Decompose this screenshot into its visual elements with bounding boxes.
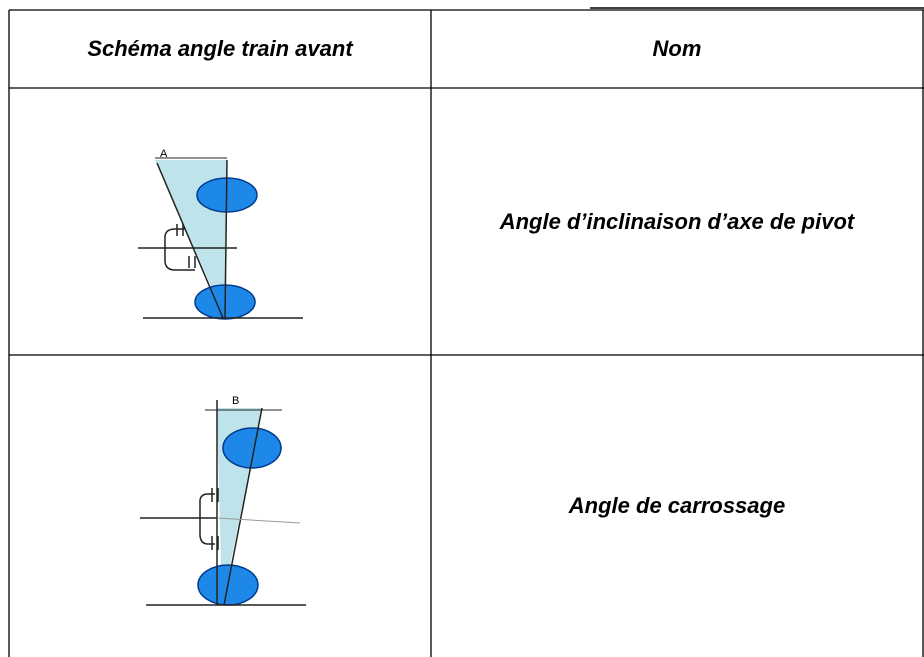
diagram-label: B	[232, 395, 239, 407]
name-cell: Angle de carrossage	[568, 493, 786, 518]
diagram-pivot: A	[138, 148, 303, 320]
header-cell: Nom	[652, 36, 702, 61]
diagram-camber: B	[140, 395, 306, 606]
name-cell: Angle d’inclinaison d’axe de pivot	[499, 208, 855, 234]
header-cell: Schéma angle train avant	[87, 36, 353, 61]
diagram-label: A	[160, 148, 168, 160]
